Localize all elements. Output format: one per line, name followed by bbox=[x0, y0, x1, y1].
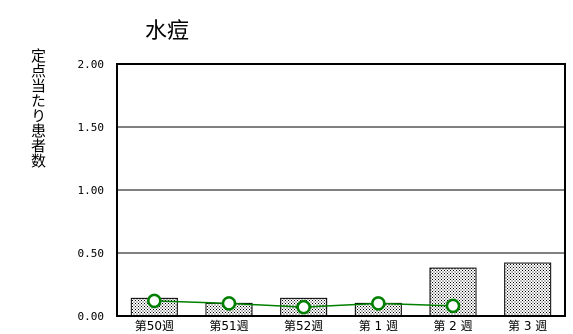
line-point bbox=[298, 301, 310, 313]
x-tick-label: 第 3 週 bbox=[508, 319, 547, 333]
line-point bbox=[148, 295, 160, 307]
y-tick-label: 1.50 bbox=[78, 121, 105, 134]
y-tick-label: 1.00 bbox=[78, 184, 105, 197]
y-tick-label: 2.00 bbox=[78, 58, 105, 71]
line-point bbox=[372, 297, 384, 309]
x-tick-label: 第 2 週 bbox=[433, 319, 472, 333]
x-tick-label: 第 1 週 bbox=[359, 319, 398, 333]
line-series bbox=[148, 295, 459, 313]
y-axis-ticks: 0.00 0.50 1.00 1.50 2.00 bbox=[78, 58, 105, 323]
x-tick-label: 第51週 bbox=[209, 319, 248, 333]
bar bbox=[505, 263, 551, 316]
y-axis-label: 定点当たり患者数 bbox=[29, 48, 47, 168]
y-tick-label: 0.00 bbox=[78, 310, 105, 323]
bar-series bbox=[131, 263, 550, 316]
x-tick-label: 第50週 bbox=[135, 319, 174, 333]
grid-lines bbox=[117, 127, 565, 253]
line-point bbox=[223, 297, 235, 309]
x-tick-label: 第52週 bbox=[284, 319, 323, 333]
chart-title: 水痘 bbox=[145, 19, 189, 44]
y-tick-label: 0.50 bbox=[78, 247, 105, 260]
x-axis-ticks: 第50週 第51週 第52週 第 1 週 第 2 週 第 3 週 bbox=[135, 319, 548, 333]
y-axis-label-text: 定点当たり患者数 bbox=[29, 48, 47, 168]
line-point bbox=[447, 300, 459, 312]
